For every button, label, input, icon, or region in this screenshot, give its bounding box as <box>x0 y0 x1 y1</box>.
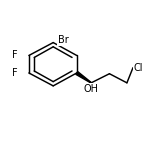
Text: Cl: Cl <box>134 63 143 73</box>
Text: F: F <box>12 50 17 60</box>
Text: Br: Br <box>58 35 68 45</box>
Text: F: F <box>12 68 17 78</box>
Text: OH: OH <box>84 84 99 94</box>
Polygon shape <box>76 72 91 83</box>
